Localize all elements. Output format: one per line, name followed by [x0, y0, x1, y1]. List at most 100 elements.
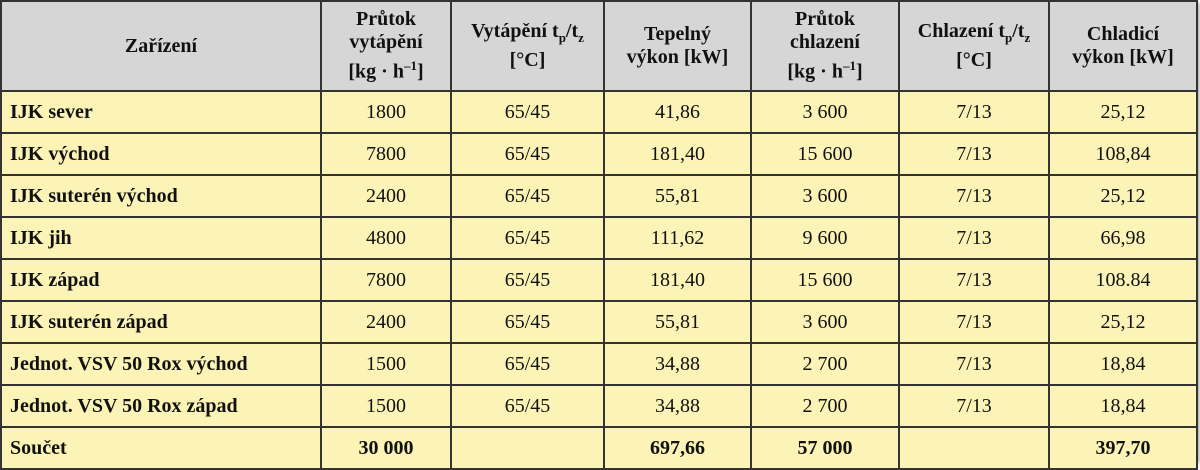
header-cell: Tepelný výkon [kW] — [603, 0, 752, 92]
superscript: –1 — [842, 58, 856, 74]
header-text: Tepelný — [643, 23, 712, 45]
header-text: [°C] — [509, 49, 546, 71]
cell: 18,84 — [1048, 384, 1198, 428]
cell: 18,84 — [1048, 342, 1198, 386]
header-text: [°C] — [956, 49, 992, 71]
header-cell: Chladicí výkon [kW] — [1048, 0, 1198, 92]
cell: 181,40 — [603, 132, 752, 176]
header-text: ] — [416, 60, 424, 83]
header-row: Zařízení Průtok vytápění [kg · h–1] Vytápění… — [0, 0, 1198, 92]
cell: 65/45 — [450, 174, 605, 218]
cell: 1800 — [320, 90, 452, 134]
cell: 55,81 — [603, 174, 752, 218]
header-cell: Zařízení — [0, 0, 322, 92]
cell: 65/45 — [450, 258, 605, 302]
cell: 2 700 — [750, 384, 900, 428]
cell: 7800 — [320, 258, 452, 302]
cell — [450, 426, 605, 470]
table-row: IJK západ 7800 65/45 181,40 15 600 7/13 108.84 — [0, 258, 1198, 302]
subscript: p — [1004, 30, 1013, 45]
table-body: IJK sever 1800 65/45 41,86 3 600 7/13 25,12 IJK… — [0, 90, 1198, 470]
cell: 2400 — [320, 300, 452, 344]
header-text: [kg · h — [787, 60, 843, 83]
subscript: z — [1024, 30, 1031, 45]
cell: 65/45 — [450, 216, 605, 260]
table-row: Jednot. VSV 50 Rox východ 1500 65/45 34,88 2… — [0, 342, 1198, 386]
cell: 7/13 — [898, 342, 1050, 386]
table-row: IJK jih 4800 65/45 111,62 9 600 7/13 66,98 — [0, 216, 1198, 260]
table-row: IJK sever 1800 65/45 41,86 3 600 7/13 25,12 — [0, 90, 1198, 134]
cell: 3 600 — [750, 174, 900, 218]
subscript: p — [558, 30, 566, 45]
header-cell: Průtok chlazení [kg · h–1] — [750, 0, 900, 92]
header-text: Zařízení — [124, 34, 198, 57]
cell: 9 600 — [750, 216, 900, 260]
row-label: Jednot. VSV 50 Rox západ — [0, 384, 322, 428]
cell: 181,40 — [603, 258, 752, 302]
header-text: výkon [kW] — [626, 46, 729, 68]
cell: 57 000 — [750, 426, 900, 470]
header-text: Průtok — [356, 8, 416, 31]
cell: 30 000 — [320, 426, 452, 470]
row-label: IJK západ — [0, 258, 322, 302]
header-text: /t — [1012, 20, 1025, 42]
cell: 7/13 — [898, 300, 1050, 344]
cell: 7/13 — [898, 258, 1050, 302]
cell: 397,70 — [1048, 426, 1198, 470]
cell: 3 600 — [750, 300, 900, 344]
header-text: /t — [565, 20, 579, 42]
table-row: IJK suterén východ 2400 65/45 55,81 3 600 7/1… — [0, 174, 1198, 218]
cell: 25,12 — [1048, 174, 1198, 218]
header-cell: Průtok vytápění [kg · h–1] — [320, 0, 452, 92]
cell: 25,12 — [1048, 300, 1198, 344]
row-label: IJK východ — [0, 132, 322, 176]
header-cell: Chlazení tp/tz [°C] — [898, 0, 1050, 92]
cell: 3 600 — [750, 90, 900, 134]
header-cell: Vytápění tp/tz [°C] — [450, 0, 605, 92]
header-text: vytápění — [349, 31, 423, 54]
cell: 4800 — [320, 216, 452, 260]
cell: 55,81 — [603, 300, 752, 344]
table-row: Jednot. VSV 50 Rox západ 1500 65/45 34,88 2 … — [0, 384, 1198, 428]
cell: 1500 — [320, 384, 452, 428]
header-text: ] — [855, 60, 863, 83]
table-row: IJK suterén západ 2400 65/45 55,81 3 600 7/13… — [0, 300, 1198, 344]
cell: 66,98 — [1048, 216, 1198, 260]
cell: 34,88 — [603, 342, 752, 386]
cell: 65/45 — [450, 90, 605, 134]
cell: 15 600 — [750, 258, 900, 302]
cell: 7/13 — [898, 384, 1050, 428]
cell: 697,66 — [603, 426, 752, 470]
cell: 15 600 — [750, 132, 900, 176]
header-text: Vytápění t — [471, 20, 559, 42]
cell: 7/13 — [898, 132, 1050, 176]
cell: 108,84 — [1048, 132, 1198, 176]
table-row: IJK východ 7800 65/45 181,40 15 600 7/13 108,8… — [0, 132, 1198, 176]
cell: 2400 — [320, 174, 452, 218]
header-text: [kg · h — [348, 60, 404, 83]
table-row: Součet 30 000 697,66 57 000 397,70 — [0, 426, 1198, 470]
header-text: chlazení — [790, 31, 860, 54]
cell: 34,88 — [603, 384, 752, 428]
row-label: IJK jih — [0, 216, 322, 260]
row-label: IJK suterén západ — [0, 300, 322, 344]
header-text: Průtok — [795, 8, 855, 31]
cell: 65/45 — [450, 300, 605, 344]
cell: 108.84 — [1048, 258, 1198, 302]
cell: 1500 — [320, 342, 452, 386]
cell: 2 700 — [750, 342, 900, 386]
cell: 7/13 — [898, 216, 1050, 260]
cell: 7800 — [320, 132, 452, 176]
header-text: výkon [kW] — [1072, 46, 1174, 68]
header-text: Chladicí — [1086, 23, 1160, 45]
row-label: Součet — [0, 426, 322, 470]
row-label: IJK sever — [0, 90, 322, 134]
cell: 65/45 — [450, 342, 605, 386]
subscript: z — [578, 30, 584, 45]
row-label: Jednot. VSV 50 Rox východ — [0, 342, 322, 386]
header-text: Chlazení t — [917, 20, 1005, 42]
superscript: –1 — [403, 58, 417, 74]
cell: 111,62 — [603, 216, 752, 260]
